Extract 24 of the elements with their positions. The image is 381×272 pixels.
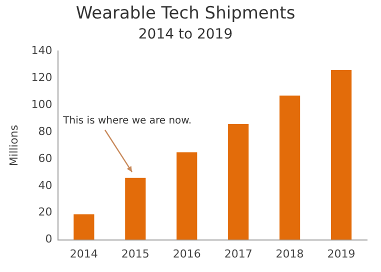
y-tick-label: 80 xyxy=(38,124,52,138)
bar xyxy=(74,214,94,240)
x-tick-label: 2017 xyxy=(224,247,252,260)
y-tick-label: 20 xyxy=(38,206,52,219)
x-tick-label: 2014 xyxy=(70,247,98,260)
bar xyxy=(176,152,198,240)
bar xyxy=(330,70,352,240)
chart-subtitle: 2014 to 2019 xyxy=(138,26,233,42)
y-tick-label: 40 xyxy=(38,178,52,192)
y-tick-label: 140 xyxy=(31,44,52,58)
bar xyxy=(228,124,249,240)
chart-title: Wearable Tech Shipments xyxy=(76,4,296,24)
x-tick-label: 2016 xyxy=(172,247,201,260)
bar xyxy=(125,178,146,240)
y-axis-title: Millions xyxy=(7,124,20,166)
bar xyxy=(280,96,300,240)
x-tick-label: 2018 xyxy=(276,247,304,260)
y-tick-label: 120 xyxy=(31,71,52,84)
x-tick-label: 2015 xyxy=(121,247,150,260)
y-tick-label: 0 xyxy=(45,232,52,246)
y-tick-label: 100 xyxy=(31,98,52,111)
y-tick-label: 60 xyxy=(38,152,52,165)
annotation: This is where we are now. xyxy=(62,115,192,126)
x-tick-label: 2019 xyxy=(327,247,356,260)
